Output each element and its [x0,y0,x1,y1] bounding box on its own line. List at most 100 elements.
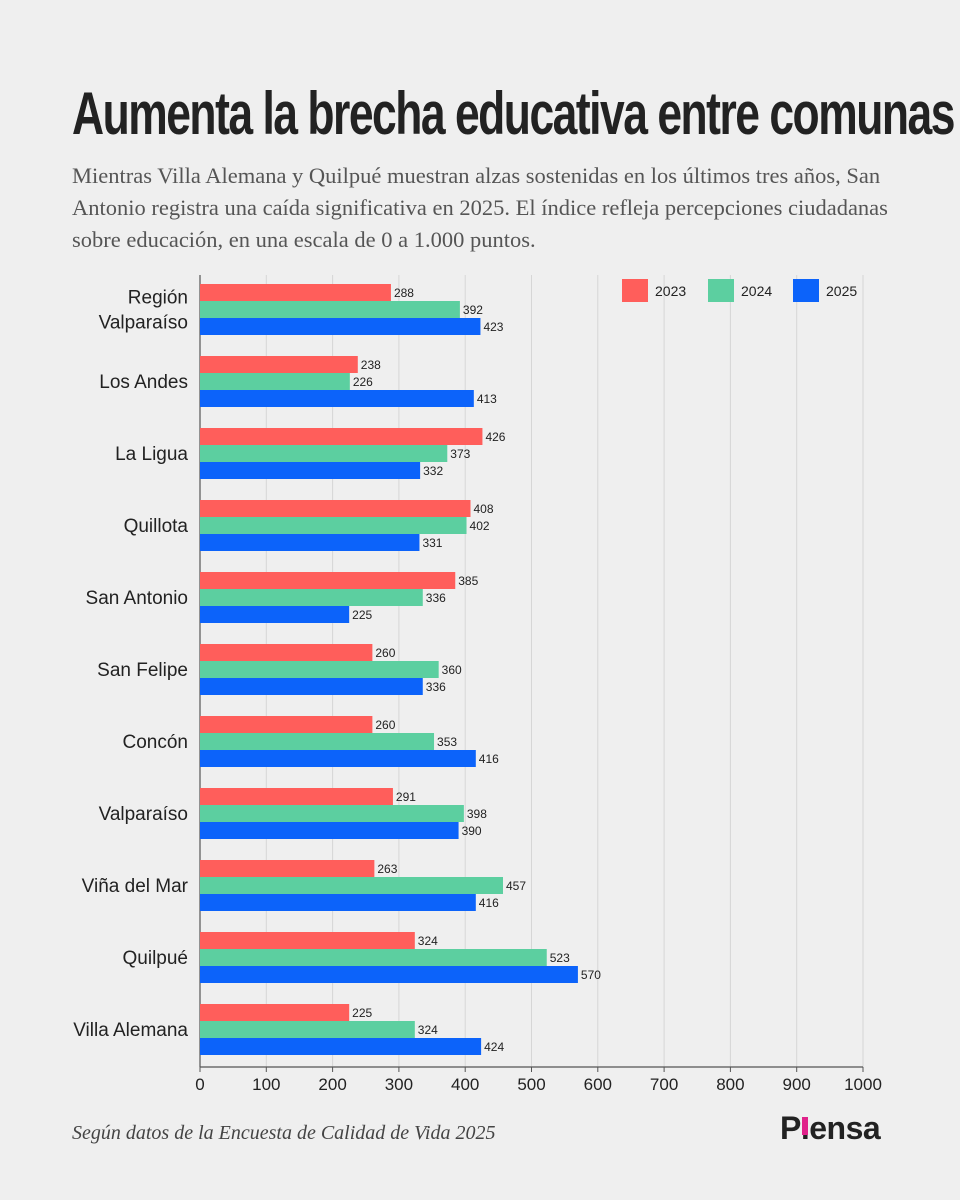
legend-label-2024: 2024 [741,283,772,299]
bar-2023 [200,644,373,661]
chart-subtitle: Mientras Villa Alemana y Quilpué muestra… [72,163,888,252]
data-label-2024: 523 [550,951,570,965]
bar-2023 [200,500,471,517]
category-label: La Ligua [115,444,188,465]
bar-2024 [200,589,423,606]
bar-2025 [200,822,459,839]
x-tick-label: 300 [385,1075,413,1094]
data-label-2023: 260 [375,718,395,732]
logo-text-start: P [780,1110,801,1146]
bar-2025 [200,534,420,551]
legend-swatch-2024 [708,279,734,302]
bar-2024 [200,301,460,318]
data-label-2023: 324 [418,934,438,948]
legend-swatch-2023 [622,279,648,302]
bar-2023 [200,860,375,877]
logo-i-icon: ı [801,1110,810,1147]
data-label-2025: 390 [462,824,482,838]
data-label-2024: 402 [470,519,490,533]
bar-2024 [200,517,467,534]
x-tick-label: 500 [517,1075,545,1094]
category-label: Villa Alemana [73,1020,188,1041]
bar-2025 [200,678,423,695]
data-label-2023: 260 [375,646,395,660]
x-tick-label: 900 [783,1075,811,1094]
bar-2024 [200,733,435,750]
bar-2024 [200,661,439,678]
data-label-2024: 353 [437,735,457,749]
bar-2025 [200,1038,482,1055]
x-tick-label: 600 [584,1075,612,1094]
x-tick-label: 1000 [844,1075,882,1094]
data-label-2023: 385 [458,574,478,588]
data-label-2024: 336 [426,591,446,605]
data-label-2023: 263 [377,862,397,876]
x-tick-label: 200 [318,1075,346,1094]
x-tick-label: 0 [195,1075,204,1094]
data-label-2023: 288 [394,286,414,300]
legend-swatch-2025 [793,279,819,302]
data-label-2024: 373 [450,447,470,461]
data-label-2024: 398 [467,807,487,821]
bar-2025 [200,750,476,767]
piensa-logo: Pıensa [780,1110,881,1147]
data-label-2024: 324 [418,1023,438,1037]
category-label: San Felipe [97,660,188,681]
data-label-2024: 392 [463,303,483,317]
logo-text-end: ensa [809,1110,881,1146]
x-tick-label: 100 [252,1075,280,1094]
category-label: Viña del Mar [82,876,189,897]
data-label-2025: 416 [479,896,499,910]
bar-2024 [200,877,503,894]
data-label-2024: 457 [506,879,526,893]
bar-2025 [200,606,350,623]
data-label-2023: 238 [361,358,381,372]
legend-label-2023: 2023 [655,283,686,299]
category-label: Valparaíso [99,313,188,334]
data-label-2025: 225 [352,608,372,622]
data-label-2023: 291 [396,790,416,804]
category-label: Los Andes [99,372,188,393]
category-label: San Antonio [86,588,188,609]
bar-2023 [200,788,393,805]
category-label: Región [128,288,188,309]
bar-2024 [200,445,448,462]
legend-label-2025: 2025 [826,283,857,299]
data-label-2025: 336 [426,680,446,694]
data-label-2024: 360 [442,663,462,677]
x-tick-label: 400 [451,1075,479,1094]
bar-2023 [200,356,358,373]
data-label-2025: 423 [483,320,503,334]
data-label-2025: 416 [479,752,499,766]
bar-2023 [200,572,456,589]
data-label-2024: 226 [353,375,373,389]
bar-2023 [200,284,391,301]
bar-2023 [200,932,415,949]
bar-2025 [200,966,578,983]
bar-2025 [200,390,474,407]
data-label-2023: 225 [352,1006,372,1020]
category-label: Valparaíso [99,804,188,825]
data-label-2023: 426 [485,430,505,444]
bar-2023 [200,1004,350,1021]
data-label-2025: 424 [484,1040,504,1054]
bar-2025 [200,462,421,479]
data-label-2025: 570 [581,968,601,982]
category-label: Quillota [124,516,189,537]
bar-2024 [200,949,547,966]
bar-2023 [200,428,483,445]
bar-2024 [200,1021,415,1038]
data-label-2023: 408 [474,502,494,516]
x-tick-label: 800 [716,1075,744,1094]
source-note: Según datos de la Encuesta de Calidad de… [72,1122,496,1144]
bar-2025 [200,318,481,335]
x-tick-label: 700 [650,1075,678,1094]
data-label-2025: 332 [423,464,443,478]
category-label: Concón [123,732,189,753]
bar-2024 [200,805,464,822]
bar-2025 [200,894,476,911]
bar-2023 [200,716,373,733]
data-label-2025: 331 [422,536,442,550]
category-label: Quilpué [123,948,189,969]
